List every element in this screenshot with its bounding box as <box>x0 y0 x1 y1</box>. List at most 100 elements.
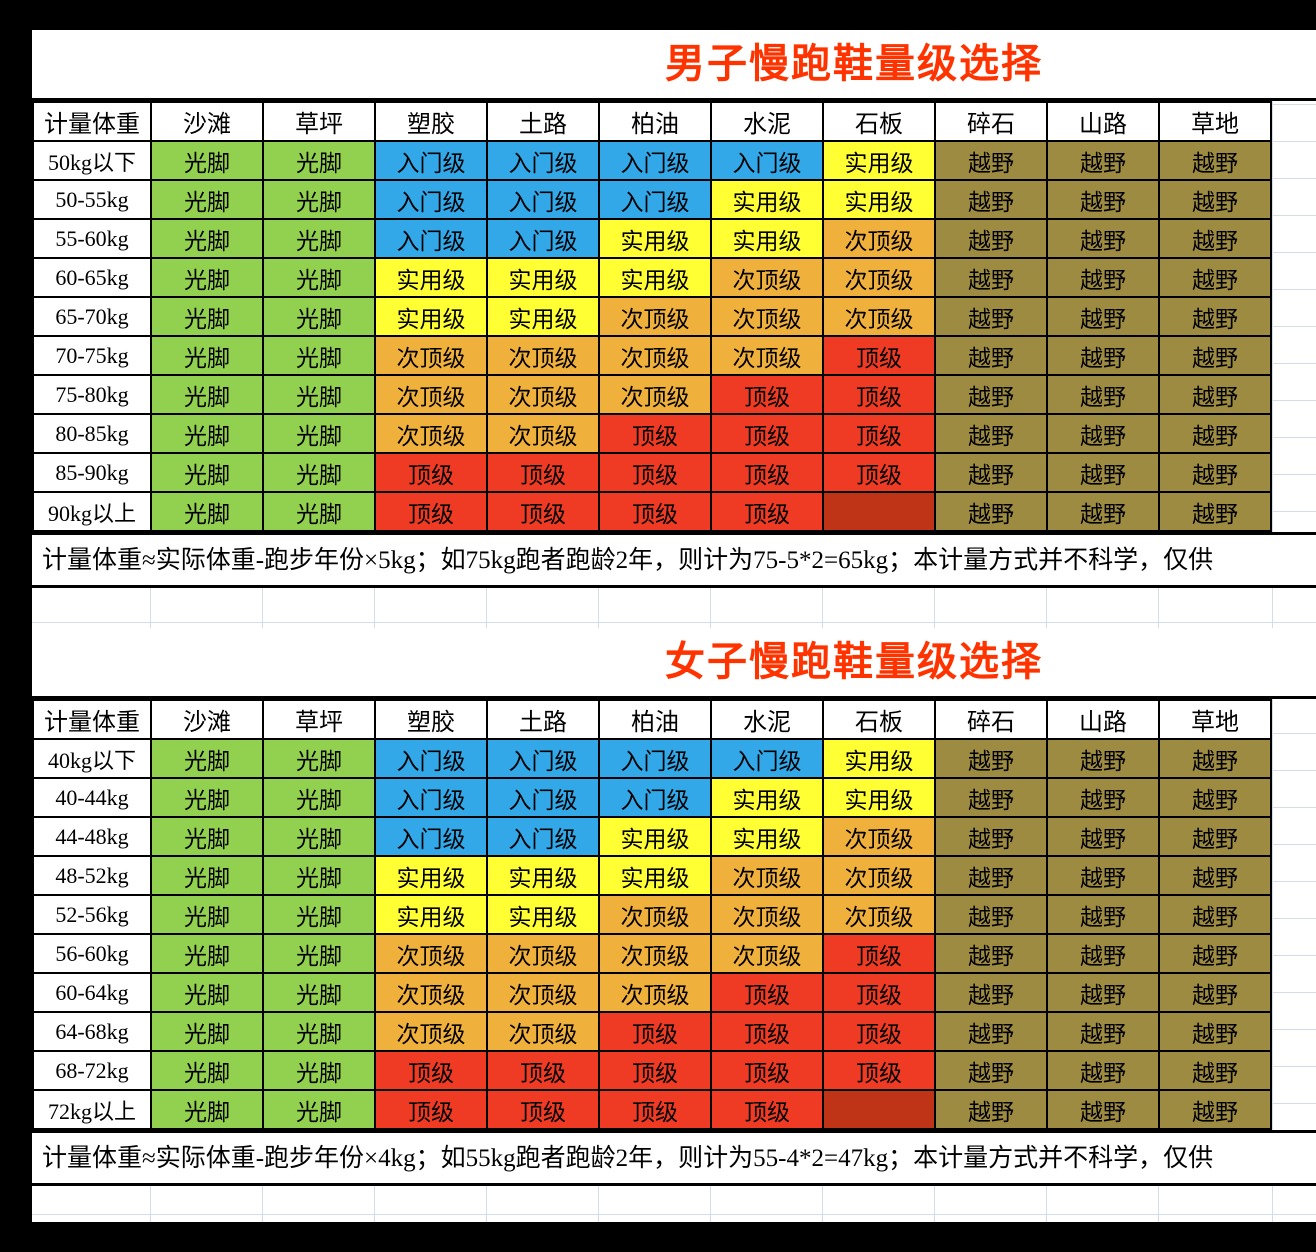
women-cell-r4-c6: 次顶级 <box>710 855 824 896</box>
men-cell-r9-c5: 顶级 <box>598 452 712 493</box>
men-cell-r8-c3: 次顶级 <box>374 413 488 454</box>
women-cell-r6-c2: 光脚 <box>262 933 376 974</box>
men-header-row: 计量体重 沙滩 草坪 塑胶 土路 柏油 水泥 石板 碎石 山路 草地 <box>32 101 1272 142</box>
men-cell-r8-c7: 顶级 <box>822 413 936 454</box>
table-row: 60-65kg 光脚 光脚 实用级 实用级 实用级 次顶级 次顶级 越野 越野 越野 <box>32 257 1272 298</box>
women-cell-r8-c9: 越野 <box>1046 1011 1160 1052</box>
women-cell-r3-c2: 光脚 <box>262 816 376 857</box>
women-cell-r6-c10: 越野 <box>1158 933 1272 974</box>
women-cell-r1-c4: 入门级 <box>486 738 600 779</box>
women-cell-r10-c8: 越野 <box>934 1089 1048 1130</box>
women-cell-r2-c5: 入门级 <box>598 777 712 818</box>
women-cell-r4-c5: 实用级 <box>598 855 712 896</box>
men-cell-r9-c3: 顶级 <box>374 452 488 493</box>
women-cell-r5-c5: 次顶级 <box>598 894 712 935</box>
women-column-header-3: 塑胶 <box>374 699 488 740</box>
women-cell-r8-c8: 越野 <box>934 1011 1048 1052</box>
men-cell-r2-c8: 越野 <box>934 179 1048 220</box>
women-cell-r8-c5: 顶级 <box>598 1011 712 1052</box>
men-cell-r8-c4: 次顶级 <box>486 413 600 454</box>
women-cell-r2-c4: 入门级 <box>486 777 600 818</box>
men-row-weight-label: 55-60kg <box>32 218 152 259</box>
men-cell-r1-c3: 入门级 <box>374 140 488 181</box>
table-row: 44-48kg 光脚 光脚 入门级 入门级 实用级 实用级 次顶级 越野 越野 越野 <box>32 816 1272 857</box>
women-column-header-8: 碎石 <box>934 699 1048 740</box>
women-cell-r6-c5: 次顶级 <box>598 933 712 974</box>
women-row-weight-label: 60-64kg <box>32 972 152 1013</box>
women-row-weight-label: 52-56kg <box>32 894 152 935</box>
men-cell-r10-c3: 顶级 <box>374 491 488 532</box>
women-cell-r1-c5: 入门级 <box>598 738 712 779</box>
women-column-header-9: 山路 <box>1046 699 1160 740</box>
men-column-header-4: 土路 <box>486 101 600 142</box>
men-cell-r2-c3: 入门级 <box>374 179 488 220</box>
men-cell-r10-c9: 越野 <box>1046 491 1160 532</box>
men-cell-r8-c1: 光脚 <box>150 413 264 454</box>
men-row-weight-label: 75-80kg <box>32 374 152 415</box>
women-cell-r2-c7: 实用级 <box>822 777 936 818</box>
women-cell-r6-c9: 越野 <box>1046 933 1160 974</box>
women-column-header-7: 石板 <box>822 699 936 740</box>
men-cell-r1-c7: 实用级 <box>822 140 936 181</box>
women-cell-r1-c10: 越野 <box>1158 738 1272 779</box>
men-section: 男子慢跑鞋量级选择 计量体重 沙滩 草坪 塑胶 土路 柏油 水泥 石板 碎石 山路 草地 50kg以… <box>32 30 1316 588</box>
men-cell-r3-c2: 光脚 <box>262 218 376 259</box>
men-row-weight-label: 70-75kg <box>32 335 152 376</box>
men-cell-r1-c1: 光脚 <box>150 140 264 181</box>
women-cell-r3-c6: 实用级 <box>710 816 824 857</box>
women-cell-r10-c5: 顶级 <box>598 1089 712 1130</box>
men-cell-r3-c5: 实用级 <box>598 218 712 259</box>
table-row: 68-72kg 光脚 光脚 顶级 顶级 顶级 顶级 顶级 越野 越野 越野 <box>32 1050 1272 1091</box>
men-cell-r10-c6: 顶级 <box>710 491 824 532</box>
women-row-weight-label: 40-44kg <box>32 777 152 818</box>
men-cell-r1-c2: 光脚 <box>262 140 376 181</box>
women-cell-r10-c9: 越野 <box>1046 1089 1160 1130</box>
men-cell-r3-c4: 入门级 <box>486 218 600 259</box>
men-row-weight-label: 50-55kg <box>32 179 152 220</box>
men-cell-r5-c3: 实用级 <box>374 296 488 337</box>
women-column-header-1: 沙滩 <box>150 699 264 740</box>
men-cell-r9-c8: 越野 <box>934 452 1048 493</box>
women-cell-r8-c10: 越野 <box>1158 1011 1272 1052</box>
women-cell-r9-c1: 光脚 <box>150 1050 264 1091</box>
table-row: 40kg以下 光脚 光脚 入门级 入门级 入门级 入门级 实用级 越野 越野 越野 <box>32 738 1272 779</box>
women-cell-r7-c8: 越野 <box>934 972 1048 1013</box>
women-column-header-6: 水泥 <box>710 699 824 740</box>
women-cell-r3-c5: 实用级 <box>598 816 712 857</box>
table-row: 60-64kg 光脚 光脚 次顶级 次顶级 次顶级 顶级 顶级 越野 越野 越野 <box>32 972 1272 1013</box>
women-cell-r9-c6: 顶级 <box>710 1050 824 1091</box>
men-cell-r1-c5: 入门级 <box>598 140 712 181</box>
men-cell-r5-c2: 光脚 <box>262 296 376 337</box>
women-row-weight-label: 64-68kg <box>32 1011 152 1052</box>
men-cell-r5-c1: 光脚 <box>150 296 264 337</box>
men-cell-r7-c5: 次顶级 <box>598 374 712 415</box>
women-cell-r4-c9: 越野 <box>1046 855 1160 896</box>
women-cell-r7-c9: 越野 <box>1046 972 1160 1013</box>
women-column-header-4: 土路 <box>486 699 600 740</box>
men-cell-r8-c8: 越野 <box>934 413 1048 454</box>
men-cell-r3-c6: 实用级 <box>710 218 824 259</box>
women-cell-r1-c7: 实用级 <box>822 738 936 779</box>
men-cell-r1-c10: 越野 <box>1158 140 1272 181</box>
women-footnote-row: 计量体重≈实际体重-跑步年份×4kg；如55kg跑者跑龄2年，则计为55-4*2… <box>32 1130 1316 1186</box>
table-row: 56-60kg 光脚 光脚 次顶级 次顶级 次顶级 次顶级 顶级 越野 越野 越野 <box>32 933 1272 974</box>
women-cell-r8-c4: 次顶级 <box>486 1011 600 1052</box>
men-cell-r4-c10: 越野 <box>1158 257 1272 298</box>
men-cell-r9-c10: 越野 <box>1158 452 1272 493</box>
men-cell-r7-c9: 越野 <box>1046 374 1160 415</box>
women-cell-r6-c8: 越野 <box>934 933 1048 974</box>
women-cell-r4-c1: 光脚 <box>150 855 264 896</box>
men-column-header-weight: 计量体重 <box>32 101 152 142</box>
men-cell-r9-c2: 光脚 <box>262 452 376 493</box>
women-table-body: 40kg以下 光脚 光脚 入门级 入门级 入门级 入门级 实用级 越野 越野 越野 40-44kg 光脚… <box>32 738 1272 1130</box>
men-column-header-6: 水泥 <box>710 101 824 142</box>
table-row: 65-70kg 光脚 光脚 实用级 实用级 次顶级 次顶级 次顶级 越野 越野 越野 <box>32 296 1272 337</box>
women-cell-r3-c3: 入门级 <box>374 816 488 857</box>
men-footnote-row: 计量体重≈实际体重-跑步年份×5kg；如75kg跑者跑龄2年，则计为75-5*2… <box>32 532 1316 588</box>
table-row: 75-80kg 光脚 光脚 次顶级 次顶级 次顶级 顶级 顶级 越野 越野 越野 <box>32 374 1272 415</box>
men-column-header-8: 碎石 <box>934 101 1048 142</box>
men-cell-r3-c3: 入门级 <box>374 218 488 259</box>
men-cell-r5-c8: 越野 <box>934 296 1048 337</box>
men-cell-r7-c3: 次顶级 <box>374 374 488 415</box>
men-cell-r7-c10: 越野 <box>1158 374 1272 415</box>
